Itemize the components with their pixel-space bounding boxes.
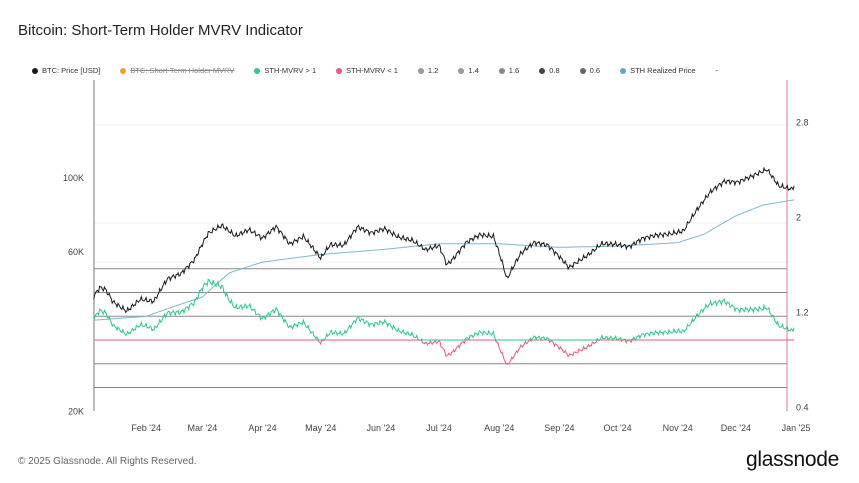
legend-dot-icon: [579, 67, 586, 74]
legend-item[interactable]: 0.6: [579, 66, 601, 75]
x-axis-tick-label: Aug '24: [484, 423, 514, 433]
legend-label: STH Realized Price: [630, 66, 696, 75]
legend-dot-icon: [254, 67, 261, 74]
legend-label: 1.4: [468, 66, 479, 75]
x-axis-tick-label: Mar '24: [188, 423, 218, 433]
right-axis-tick-label: 1.2: [796, 307, 809, 317]
legend-item[interactable]: 1.4: [458, 66, 479, 75]
x-axis-tick-label: Sep '24: [544, 423, 574, 433]
legend-item[interactable]: 1.2: [417, 66, 439, 75]
legend-item[interactable]: 1.6: [498, 66, 520, 75]
glassnode-logo: glassnode: [745, 448, 839, 471]
right-axis-tick-label: 2: [796, 212, 801, 222]
left-axis-tick-label: 100K: [63, 173, 84, 183]
legend-dot-icon: [32, 67, 38, 74]
legend-label: -: [715, 66, 719, 75]
legend-dot-icon: [620, 67, 627, 74]
legend-dot-icon: [336, 67, 343, 74]
legend-item[interactable]: BTC: Price [USD]: [32, 66, 100, 75]
legend-label: 0.6: [589, 66, 601, 75]
legend-label: BTC: Price [USD]: [42, 66, 101, 75]
x-axis-tick-label: Feb '24: [131, 423, 161, 433]
legend-label: 0.8: [549, 66, 560, 75]
page-title: Bitcoin: Short-Term Holder MVRV Indicato…: [18, 22, 303, 39]
legend-item[interactable]: -: [716, 66, 719, 75]
legend-dot-icon: [458, 67, 465, 74]
legend-label: STH-MVRV < 1: [346, 66, 398, 75]
btc-price-line: [93, 166, 795, 314]
legend-item[interactable]: STH-MVRV < 1: [336, 66, 398, 75]
legend-dot-icon: [417, 67, 424, 74]
sth-mvrv-below-1-line: [93, 338, 795, 366]
x-axis-tick-label: Dec '24: [721, 423, 751, 433]
sth-realized-price-line: [93, 199, 795, 321]
legend-dot-icon: [539, 67, 546, 74]
sth-mvrv-above-1-line: [93, 278, 795, 342]
x-axis-tick-label: Apr '24: [248, 423, 276, 433]
x-axis-tick-label: Jul '24: [426, 423, 452, 433]
x-axis-tick-label: Jun '24: [367, 423, 396, 433]
legend-item[interactable]: 0.8: [539, 66, 560, 75]
legend-label: STH-MVRV > 1: [264, 66, 317, 75]
left-axis-tick-label: 60K: [68, 247, 84, 257]
legend-label: 1.6: [508, 66, 520, 75]
right-axis-tick-label: 2.8: [796, 117, 809, 127]
legend-item[interactable]: BTC: Short-Term Holder MVRV: [120, 66, 234, 75]
legend: BTC: Price [USD] BTC: Short-Term Holder M…: [32, 66, 738, 75]
legend-item[interactable]: STH Realized Price: [620, 66, 696, 75]
legend-label: BTC: Short-Term Holder MVRV: [130, 66, 235, 75]
x-axis-tick-label: Oct '24: [603, 423, 631, 433]
legend-item[interactable]: STH-MVRV > 1: [254, 66, 316, 75]
left-axis-tick-label: 20K: [68, 406, 84, 416]
x-axis-tick-label: Nov '24: [663, 423, 693, 433]
x-axis-tick-label: May '24: [305, 423, 336, 433]
copyright: © 2025 Glassnode. All Rights Reserved.: [18, 456, 197, 467]
x-axis-tick-label: Jan '25: [782, 423, 811, 433]
legend-dot-icon: [120, 67, 127, 74]
right-axis-tick-label: 0.4: [796, 402, 809, 412]
legend-label: 1.2: [427, 66, 439, 75]
legend-dot-icon: [498, 67, 505, 74]
